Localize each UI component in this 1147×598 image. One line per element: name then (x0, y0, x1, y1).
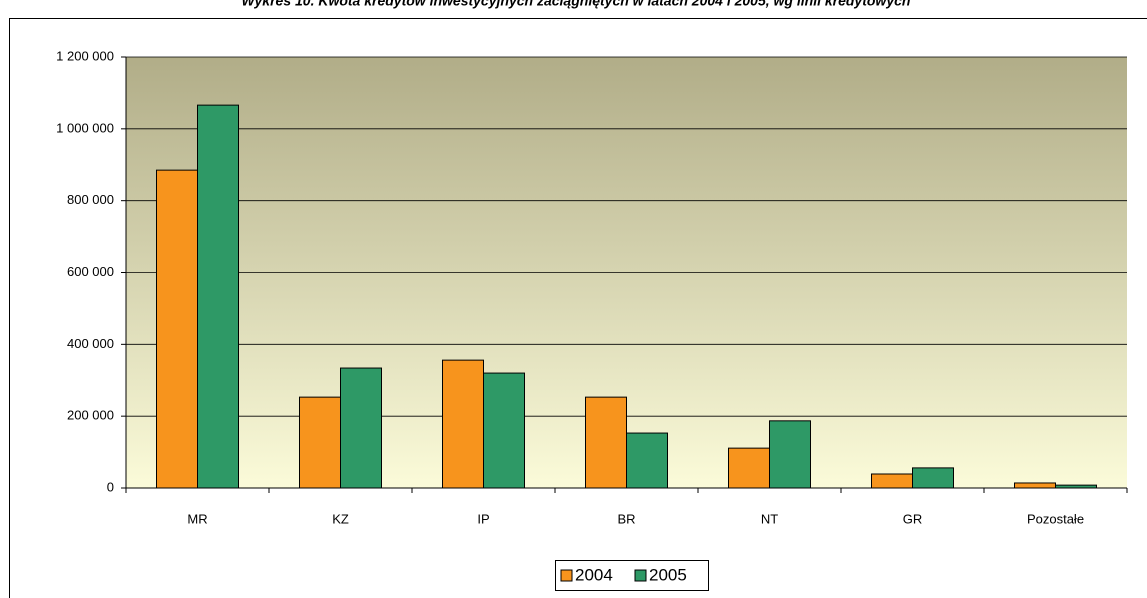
y-tick-label: 600 000 (67, 264, 114, 279)
y-tick-label: 1 200 000 (56, 48, 114, 63)
x-tick-label: MR (187, 511, 207, 526)
bar (340, 367, 382, 489)
x-tick-label: Pozostałe (1027, 511, 1084, 526)
chart-title: Wykres 10. Kwota kredytów inwestycyjnych… (242, 0, 911, 9)
y-tick-label: 400 000 (67, 336, 114, 351)
bar (483, 372, 525, 489)
bar (1014, 482, 1056, 489)
y-tick-label: 800 000 (67, 192, 114, 207)
x-tick-label: BR (617, 511, 635, 526)
x-tick-label: IP (477, 511, 489, 526)
legend-label: 2004 (575, 565, 613, 584)
bar (197, 104, 239, 489)
bar (769, 420, 811, 489)
legend-swatch (634, 569, 647, 582)
bar (728, 447, 770, 489)
legend-swatch (560, 569, 573, 582)
bar (912, 467, 954, 489)
y-tick-label: 200 000 (67, 408, 114, 423)
bar (585, 396, 627, 489)
bar (626, 432, 668, 489)
bar (871, 473, 913, 489)
x-tick-label: GR (903, 511, 923, 526)
x-tick-label: NT (761, 511, 778, 526)
bar (156, 169, 198, 489)
legend-box (555, 560, 709, 591)
x-tick-label: KZ (332, 511, 349, 526)
bar (442, 359, 484, 489)
legend-label: 2005 (649, 565, 687, 584)
y-tick-label: 1 000 000 (56, 120, 114, 135)
y-tick-label: 0 (107, 479, 114, 494)
bar (299, 396, 341, 489)
